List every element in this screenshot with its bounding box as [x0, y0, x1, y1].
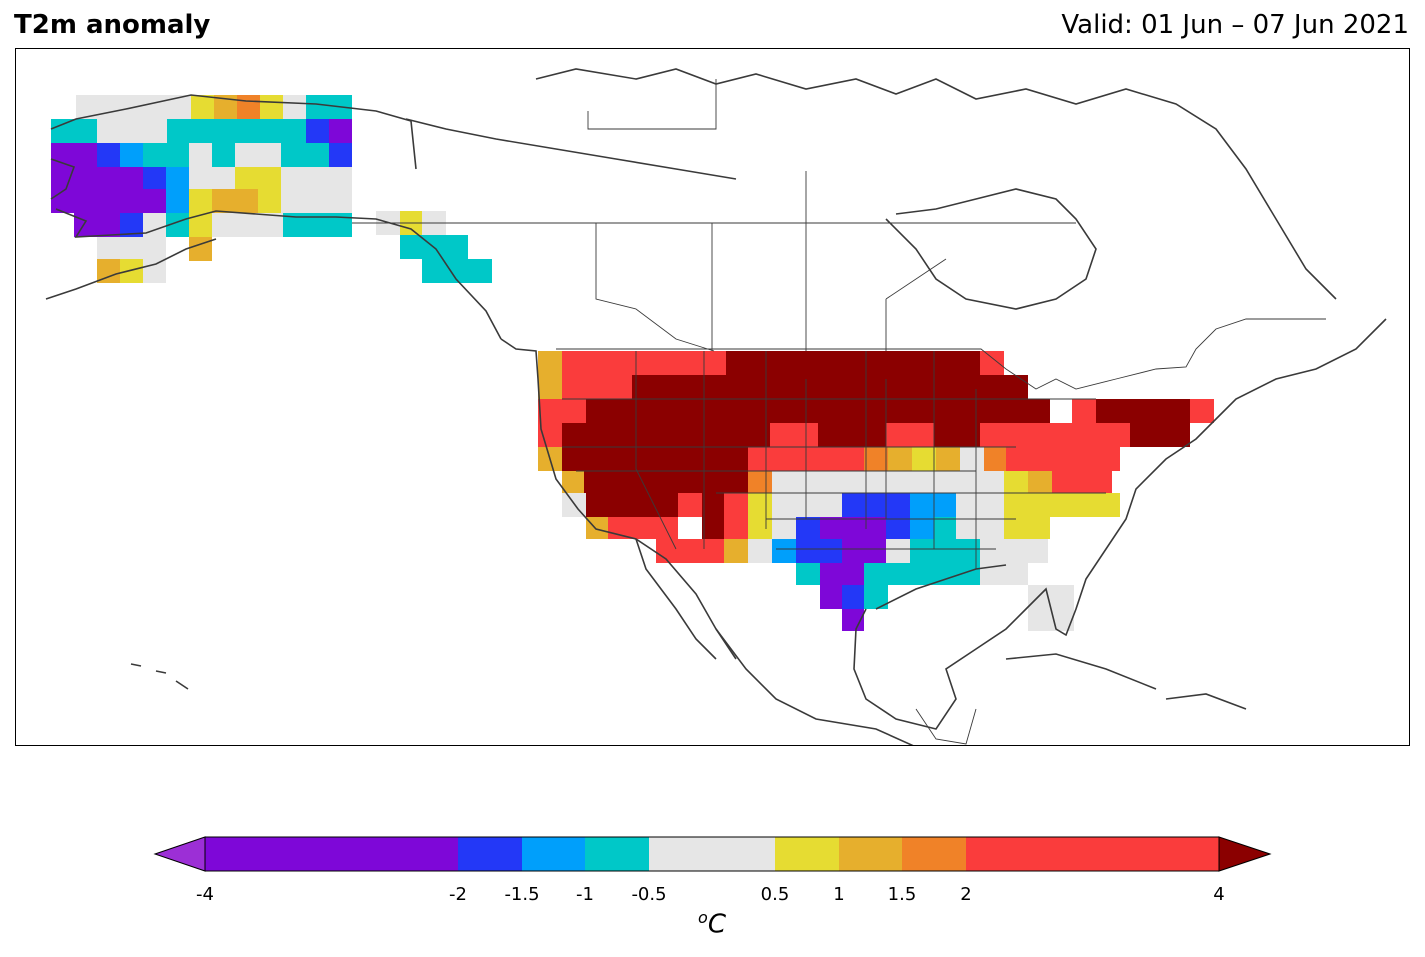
colorbar-max-extension [1218, 836, 1272, 872]
colorbar-tick: -0.5 [631, 884, 667, 905]
colorbar-tick: 1.5 [887, 884, 917, 905]
colorbar-tick: 1 [833, 884, 845, 905]
map-title: T2m anomaly [14, 10, 211, 40]
colorbar-tick: -1 [576, 884, 594, 905]
map-panel [15, 48, 1410, 746]
colorbar-tick: 2 [960, 884, 972, 905]
valid-date: Valid: 01 Jun – 07 Jun 2021 [1061, 10, 1409, 40]
coastlines [45, 68, 1387, 745]
anomaly-map [45, 68, 1387, 745]
colorbar-tick: -2 [449, 884, 467, 905]
colorbar-tick: -1.5 [504, 884, 540, 905]
colorbar-tick: 4 [1213, 884, 1225, 905]
colorbar-tick: 0.5 [760, 884, 790, 905]
political-borders [352, 79, 1326, 745]
colorbar-unit: oC [698, 908, 726, 940]
colorbar-min-extension [153, 836, 206, 872]
colorbar [153, 836, 1272, 872]
anomaly-cells [51, 95, 1214, 631]
colorbar-tick: -4 [196, 884, 214, 905]
